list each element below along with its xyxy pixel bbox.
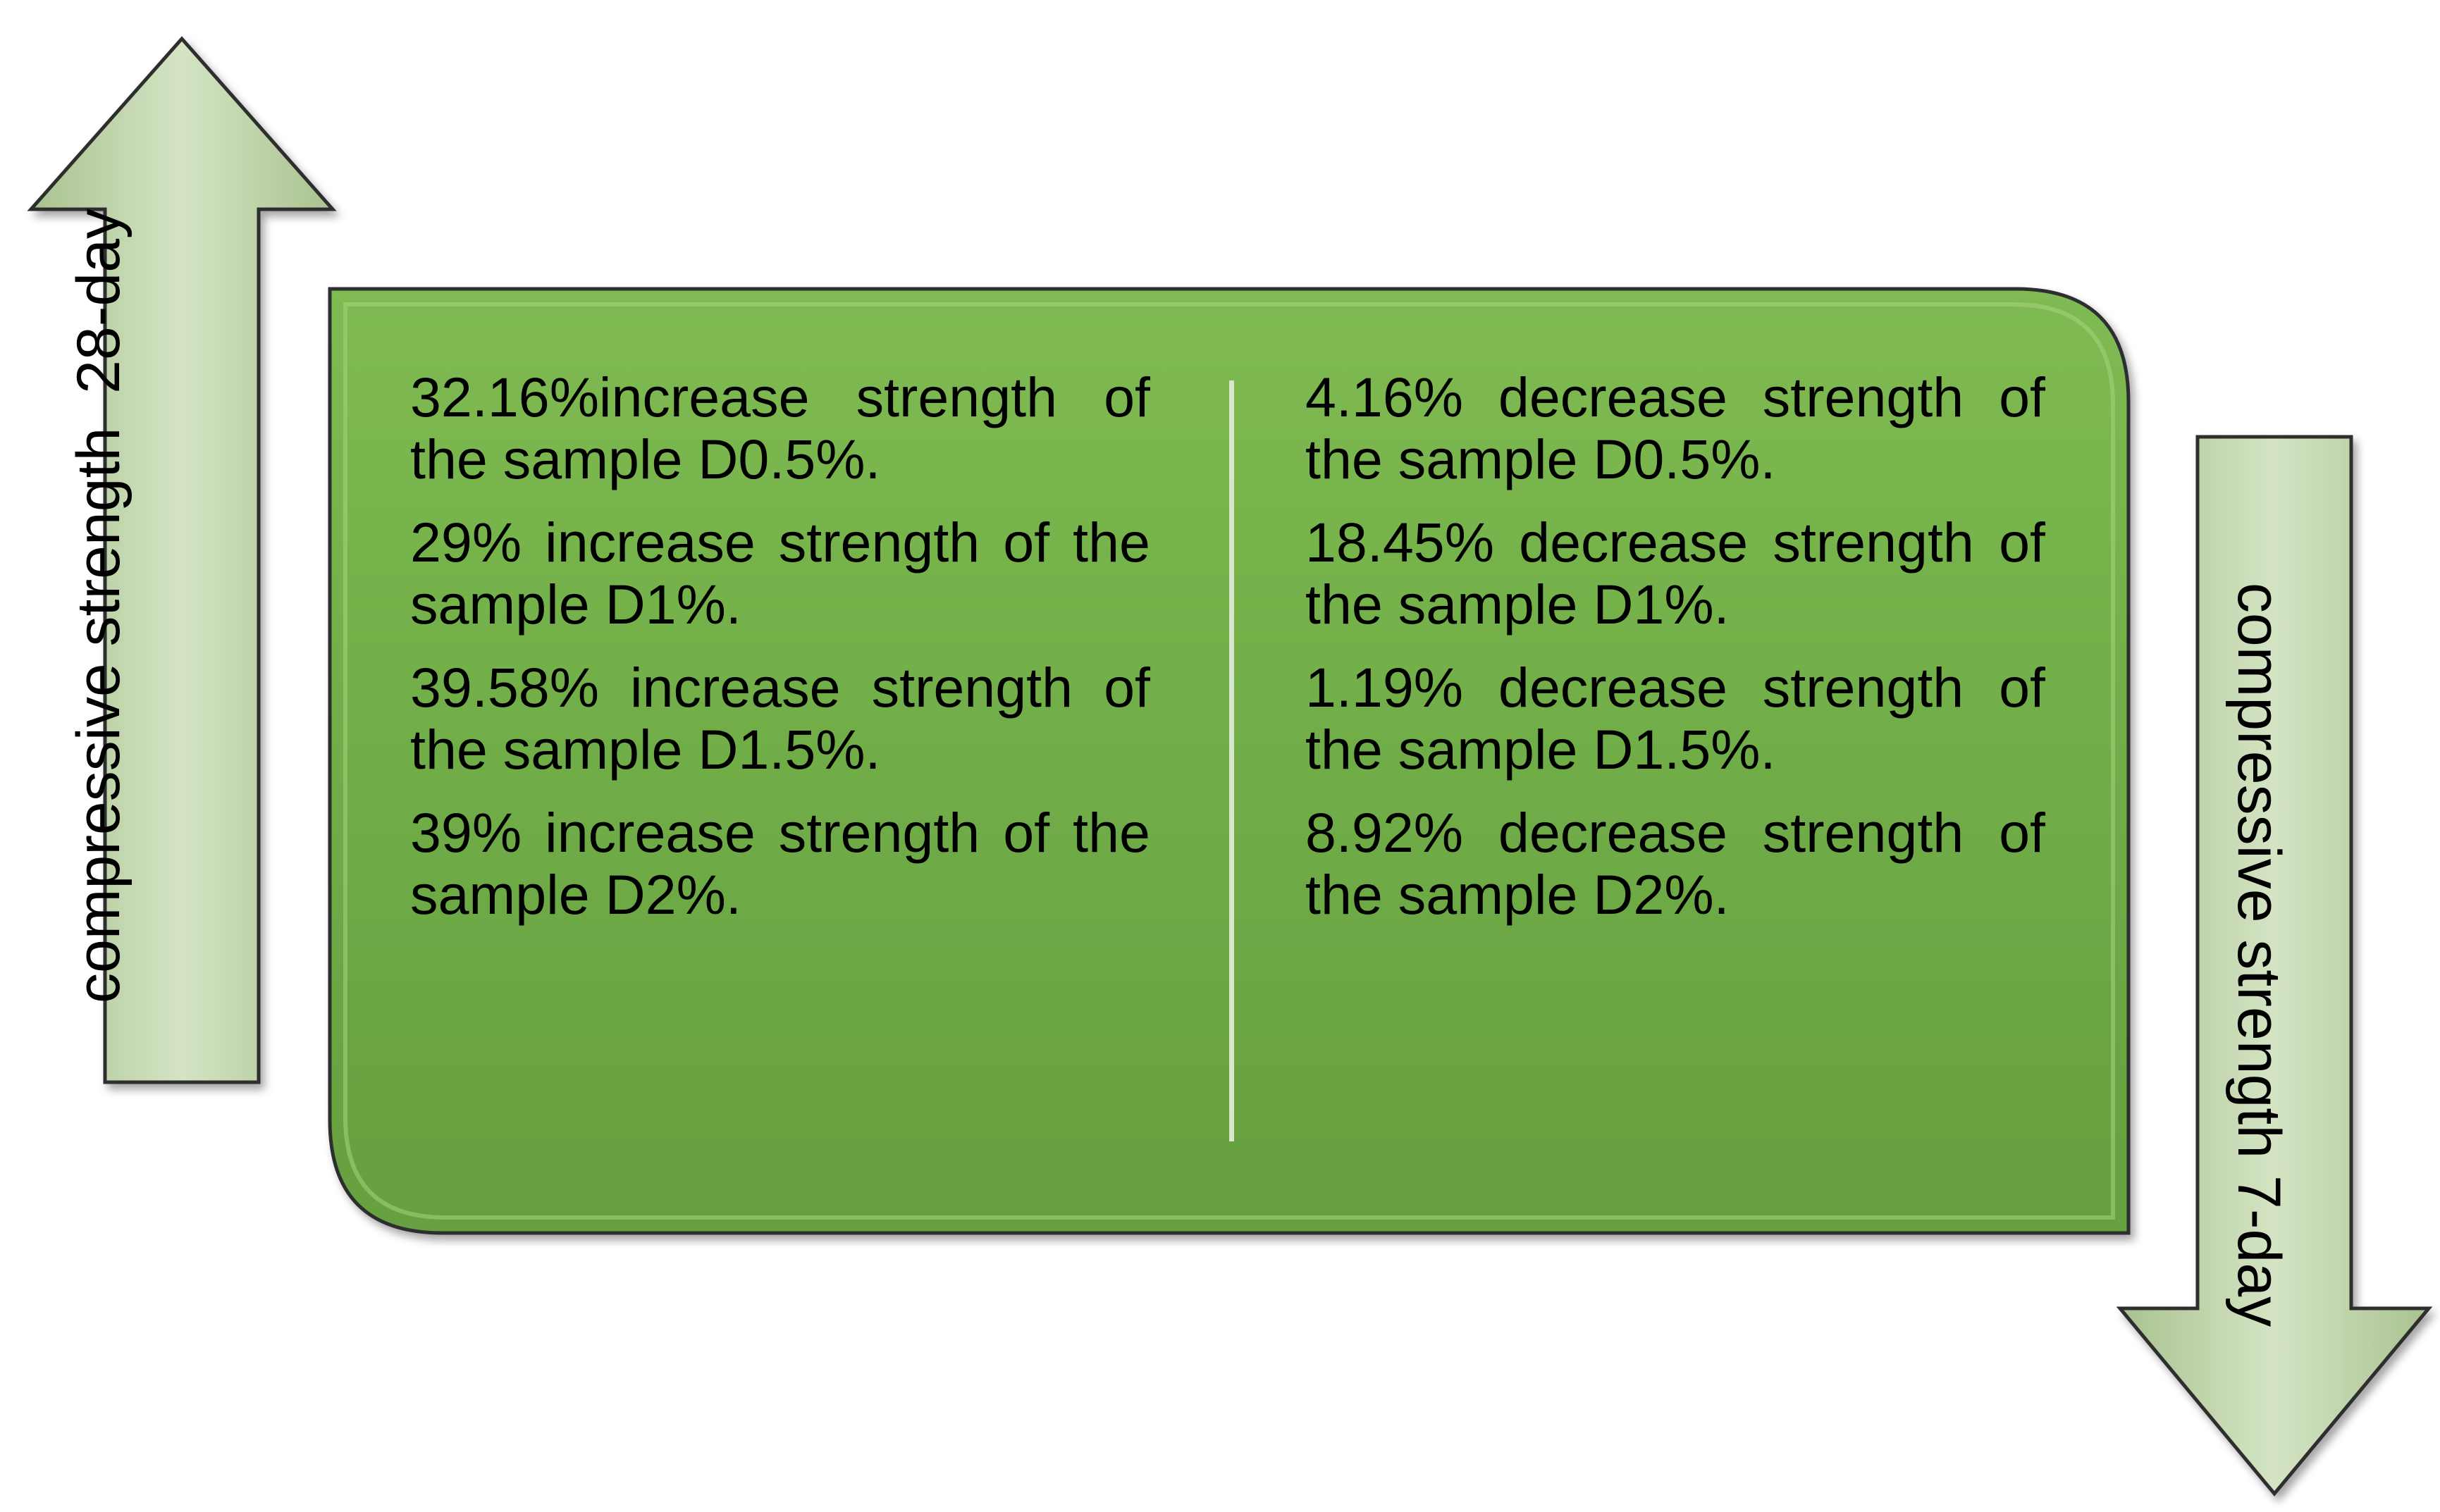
right-arrow-label: compressive strength 7-day	[2225, 582, 2293, 1327]
left-arrow-label: compressive strength 28-day	[65, 208, 133, 1004]
up-arrow	[27, 36, 337, 1084]
left-column-item: 39.58% increase strength of the sample D…	[410, 656, 1150, 781]
right-column-item: 4.16% decrease strength of the sample D0…	[1305, 366, 2045, 490]
left-column: 32.16%increase strength of the sample D0…	[410, 366, 1150, 947]
right-column-item: 8.92% decrease strength of the sample D2…	[1305, 801, 2045, 926]
left-column-item: 32.16%increase strength of the sample D0…	[410, 366, 1150, 490]
column-divider	[1229, 380, 1234, 1141]
right-column: 4.16% decrease strength of the sample D0…	[1305, 366, 2045, 947]
right-column-item: 1.19% decrease strength of the sample D1…	[1305, 656, 2045, 781]
right-column-item: 18.45% decrease strength of the sample D…	[1305, 511, 2045, 636]
left-column-item: 39% increase strength of the sample D2%.	[410, 801, 1150, 926]
panel-inner-highlight	[343, 302, 2115, 1220]
down-arrow	[2116, 435, 2433, 1496]
left-column-item: 29% increase strength of the sample D1%.	[410, 511, 1150, 636]
